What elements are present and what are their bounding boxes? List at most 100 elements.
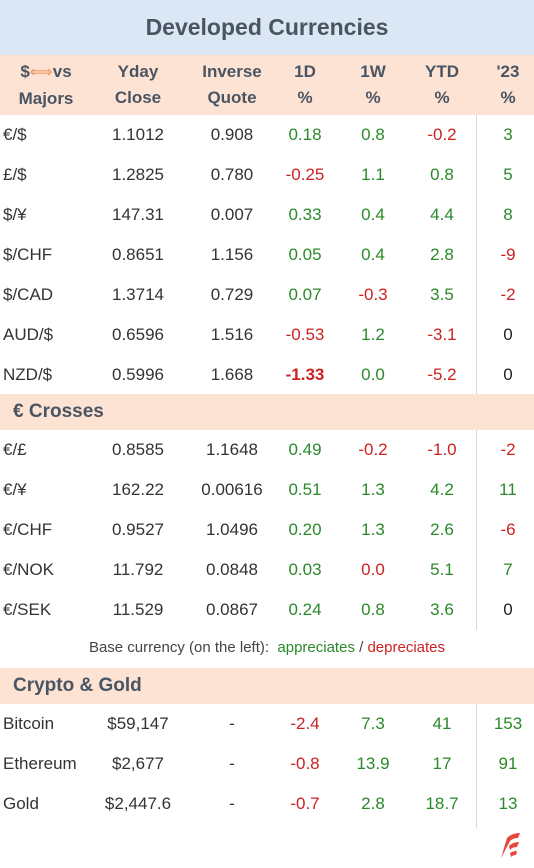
asset-label: Ethereum [3, 754, 77, 773]
pair-label: NZD/$ [3, 365, 53, 384]
pair-label: €/£ [3, 440, 27, 459]
inverse-value: 0.0867 [206, 600, 258, 619]
pair-label: AUD/$ [3, 325, 54, 344]
brand-flag-logo-icon [501, 833, 520, 858]
change-ytd: -0.2 [427, 125, 457, 144]
change-2023: 11 [499, 480, 517, 499]
change-ytd: 0.8 [430, 165, 454, 184]
table-row: AUD/$ 0.6596 1.516 -0.53 1.2 -3.1 0 [0, 315, 534, 355]
inverse-value: 0.00616 [201, 480, 263, 499]
change-2023: 0 [503, 600, 513, 619]
pair-label: $/CHF [3, 245, 53, 264]
change-ytd: -1.0 [427, 440, 457, 459]
change-1w: 1.3 [361, 520, 385, 539]
close-value: 1.2825 [112, 165, 164, 184]
table-row: €/CHF 0.9527 1.0496 0.20 1.3 2.6 -6 [0, 510, 534, 550]
header-1w: 1W% [360, 62, 386, 107]
inverse-value: 0.007 [210, 205, 254, 224]
change-1d: -1.33 [285, 365, 325, 384]
change-2023: -9 [500, 245, 516, 264]
pair-label: €/NOK [3, 560, 55, 579]
close-value: 0.8651 [112, 245, 164, 264]
inverse-value: 0.0848 [206, 560, 258, 579]
appreciates-label: appreciates [277, 639, 355, 656]
header-ytd: YTD% [425, 62, 459, 107]
change-1w: 13.9 [356, 754, 390, 773]
change-ytd: 2.8 [430, 245, 454, 264]
change-2023: 13 [498, 794, 518, 813]
change-1w: 2.8 [361, 794, 385, 813]
pair-label: $/¥ [3, 205, 27, 224]
pair-label: €/¥ [3, 480, 27, 499]
inverse-value: - [229, 754, 235, 773]
pair-label: £/$ [3, 165, 27, 184]
close-value: $2,447.6 [104, 794, 172, 813]
change-1d: -0.8 [290, 754, 320, 773]
change-1w: 1.2 [361, 325, 385, 344]
header-pair: $⟺vs Majors [18, 61, 74, 108]
change-1w: 0.4 [361, 245, 385, 264]
change-2023: 3 [503, 125, 513, 144]
double-arrow-icon: ⟺ [29, 63, 53, 81]
change-1w: 0.0 [361, 365, 385, 384]
table-row: €/$ 1.1012 0.908 0.18 0.8 -0.2 3 [0, 115, 534, 155]
pair-label: €/$ [3, 125, 27, 144]
inverse-value: 0.729 [210, 285, 254, 304]
change-1d: 0.51 [288, 480, 322, 499]
close-value: 0.8585 [112, 440, 164, 459]
crypto-section-header: Crypto & Gold [0, 668, 534, 704]
close-value: 0.6596 [112, 325, 164, 344]
close-value: 11.529 [112, 600, 164, 619]
change-ytd: 4.2 [430, 480, 454, 499]
close-value: 11.792 [112, 560, 164, 579]
close-value: $2,677 [112, 754, 164, 773]
close-value: 0.5996 [112, 365, 164, 384]
change-2023: 5 [503, 165, 513, 184]
table-row: NZD/$ 0.5996 1.668 -1.33 0.0 -5.2 0 [0, 355, 534, 395]
inverse-value: 0.908 [210, 125, 254, 144]
change-1d: 0.20 [288, 520, 322, 539]
change-2023: 0 [503, 325, 513, 344]
change-2023: -6 [500, 520, 516, 539]
pair-label: €/SEK [3, 600, 52, 619]
change-1d: 0.33 [288, 205, 322, 224]
crosses-section-header: € Crosses [0, 394, 534, 430]
title-bar: Developed Currencies [0, 0, 534, 55]
change-1d: 0.18 [288, 125, 322, 144]
close-value: 162.22 [112, 480, 164, 499]
header-1d: 1D% [294, 62, 316, 107]
crypto-section-label: Crypto & Gold [13, 675, 142, 696]
close-value: $59,147 [107, 714, 169, 733]
column-divider [476, 115, 477, 395]
change-2023: -2 [500, 440, 516, 459]
change-1d: -0.7 [290, 794, 320, 813]
change-1d: 0.05 [288, 245, 322, 264]
change-1d: 0.49 [288, 440, 322, 459]
close-value: 1.3714 [112, 285, 164, 304]
inverse-value: 1.668 [210, 365, 254, 384]
table-row: Ethereum $2,677 - -0.8 13.9 17 91 [0, 744, 534, 784]
table-row: €/SEK 11.529 0.0867 0.24 0.8 3.6 0 [0, 590, 534, 630]
table-row: Bitcoin $59,147 - -2.4 7.3 41 153 [0, 704, 534, 744]
header-close: Yday Close [114, 62, 162, 107]
change-ytd: 41 [432, 714, 452, 733]
inverse-value: 1.1648 [206, 440, 258, 459]
inverse-value: 1.156 [210, 245, 254, 264]
change-ytd: 4.4 [430, 205, 454, 224]
change-2023: 8 [503, 205, 513, 224]
depreciates-label: depreciates [367, 639, 446, 656]
change-2023: 0 [503, 365, 513, 384]
change-1w: 0.0 [361, 560, 385, 579]
inverse-value: 1.0496 [206, 520, 258, 539]
change-1d: -0.25 [285, 165, 325, 184]
asset-label: Bitcoin [3, 714, 55, 733]
table-row: $/CAD 1.3714 0.729 0.07 -0.3 3.5 -2 [0, 275, 534, 315]
change-1d: 0.24 [288, 600, 322, 619]
change-1w: 0.8 [361, 600, 385, 619]
close-value: 147.31 [112, 205, 164, 224]
change-1w: 0.4 [361, 205, 385, 224]
change-2023: 153 [493, 714, 523, 733]
change-1d: -2.4 [290, 714, 320, 733]
change-ytd: 17 [432, 754, 452, 773]
column-divider [476, 430, 477, 630]
